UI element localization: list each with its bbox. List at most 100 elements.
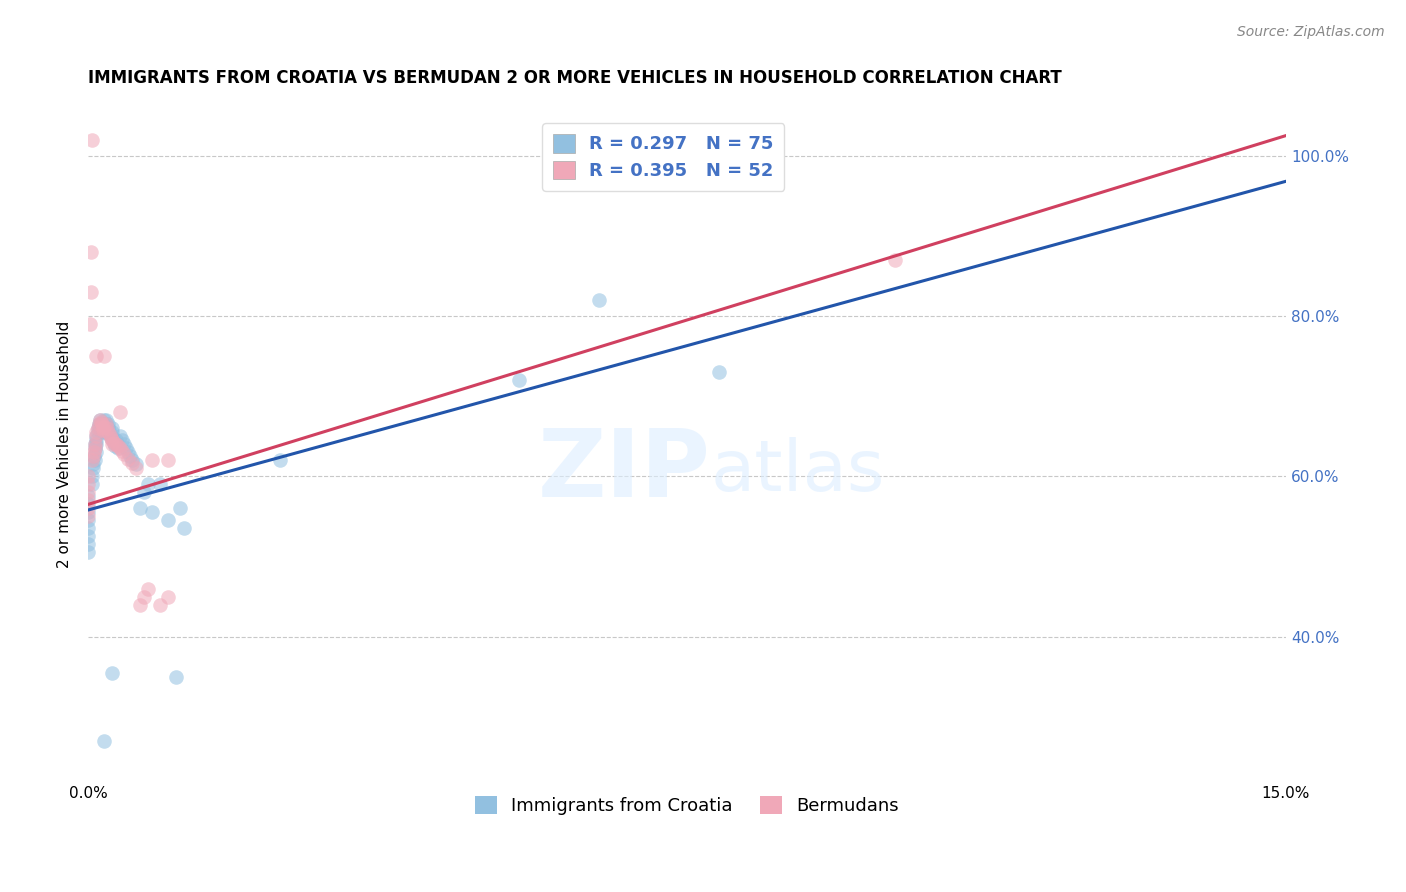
Point	[93, 349, 115, 363]
Point	[93, 734, 115, 748]
Point	[111, 434, 134, 448]
Point	[98, 427, 121, 442]
Point	[107, 439, 129, 453]
Point	[91, 417, 114, 432]
Point	[156, 590, 179, 604]
Point	[83, 450, 105, 464]
Point	[98, 427, 121, 442]
Text: atlas: atlas	[711, 437, 886, 506]
Point	[77, 497, 100, 511]
Point	[112, 447, 135, 461]
Point	[82, 461, 104, 475]
Point	[84, 445, 107, 459]
Point	[136, 477, 159, 491]
Point	[108, 429, 131, 443]
Point	[87, 425, 110, 440]
Point	[84, 437, 107, 451]
Point	[156, 513, 179, 527]
Point	[100, 431, 122, 445]
Point	[103, 435, 125, 450]
Point	[87, 417, 110, 432]
Point	[90, 417, 112, 432]
Point	[96, 421, 118, 435]
Point	[77, 485, 100, 500]
Point	[77, 489, 100, 503]
Point	[121, 453, 143, 467]
Point	[77, 545, 100, 559]
Point	[121, 457, 143, 471]
Point	[84, 349, 107, 363]
Point	[105, 437, 128, 451]
Point	[77, 537, 100, 551]
Text: Source: ZipAtlas.com: Source: ZipAtlas.com	[1237, 25, 1385, 39]
Y-axis label: 2 or more Vehicles in Household: 2 or more Vehicles in Household	[58, 320, 72, 568]
Point	[83, 437, 105, 451]
Text: IMMIGRANTS FROM CROATIA VS BERMUDAN 2 OR MORE VEHICLES IN HOUSEHOLD CORRELATION : IMMIGRANTS FROM CROATIA VS BERMUDAN 2 OR…	[89, 69, 1062, 87]
Point	[82, 469, 104, 483]
Point	[103, 439, 125, 453]
Text: ZIP: ZIP	[538, 425, 711, 517]
Point	[87, 421, 110, 435]
Point	[77, 477, 100, 491]
Point	[77, 509, 100, 524]
Point	[87, 421, 110, 435]
Point	[87, 421, 110, 435]
Point	[87, 417, 110, 432]
Point	[77, 513, 100, 527]
Point	[77, 505, 100, 519]
Point	[79, 317, 101, 331]
Point	[84, 434, 107, 448]
Point	[136, 582, 159, 596]
Point	[100, 431, 122, 445]
Point	[96, 425, 118, 440]
Point	[117, 445, 139, 459]
Point	[94, 413, 117, 427]
Point	[132, 590, 155, 604]
Point	[101, 434, 124, 448]
Point	[173, 521, 195, 535]
Point	[118, 450, 141, 464]
Point	[149, 477, 172, 491]
Point	[91, 423, 114, 437]
Point	[269, 453, 291, 467]
Point	[141, 453, 163, 467]
Point	[97, 423, 120, 437]
Point	[107, 442, 129, 456]
Point	[89, 421, 111, 435]
Point	[105, 434, 128, 448]
Point	[707, 365, 730, 379]
Point	[105, 437, 128, 451]
Point	[97, 417, 120, 432]
Point	[883, 252, 905, 267]
Point	[82, 450, 104, 464]
Point	[82, 453, 104, 467]
Point	[90, 415, 112, 429]
Point	[94, 417, 117, 432]
Point	[91, 421, 114, 435]
Point	[77, 469, 100, 483]
Point	[77, 529, 100, 543]
Point	[111, 443, 134, 458]
Point	[117, 451, 139, 466]
Point	[125, 458, 148, 472]
Point	[91, 421, 114, 435]
Point	[96, 421, 118, 435]
Point	[112, 437, 135, 451]
Point	[77, 501, 100, 516]
Point	[84, 437, 107, 451]
Point	[89, 413, 111, 427]
Point	[79, 285, 101, 299]
Point	[90, 425, 112, 440]
Point	[103, 435, 125, 450]
Point	[84, 425, 107, 440]
Point	[508, 373, 530, 387]
Point	[101, 437, 124, 451]
Point	[108, 442, 131, 456]
Point	[83, 445, 105, 459]
Point	[84, 442, 107, 456]
Point	[93, 417, 115, 432]
Point	[90, 421, 112, 435]
Point	[129, 598, 152, 612]
Point	[82, 458, 104, 472]
Point	[169, 501, 191, 516]
